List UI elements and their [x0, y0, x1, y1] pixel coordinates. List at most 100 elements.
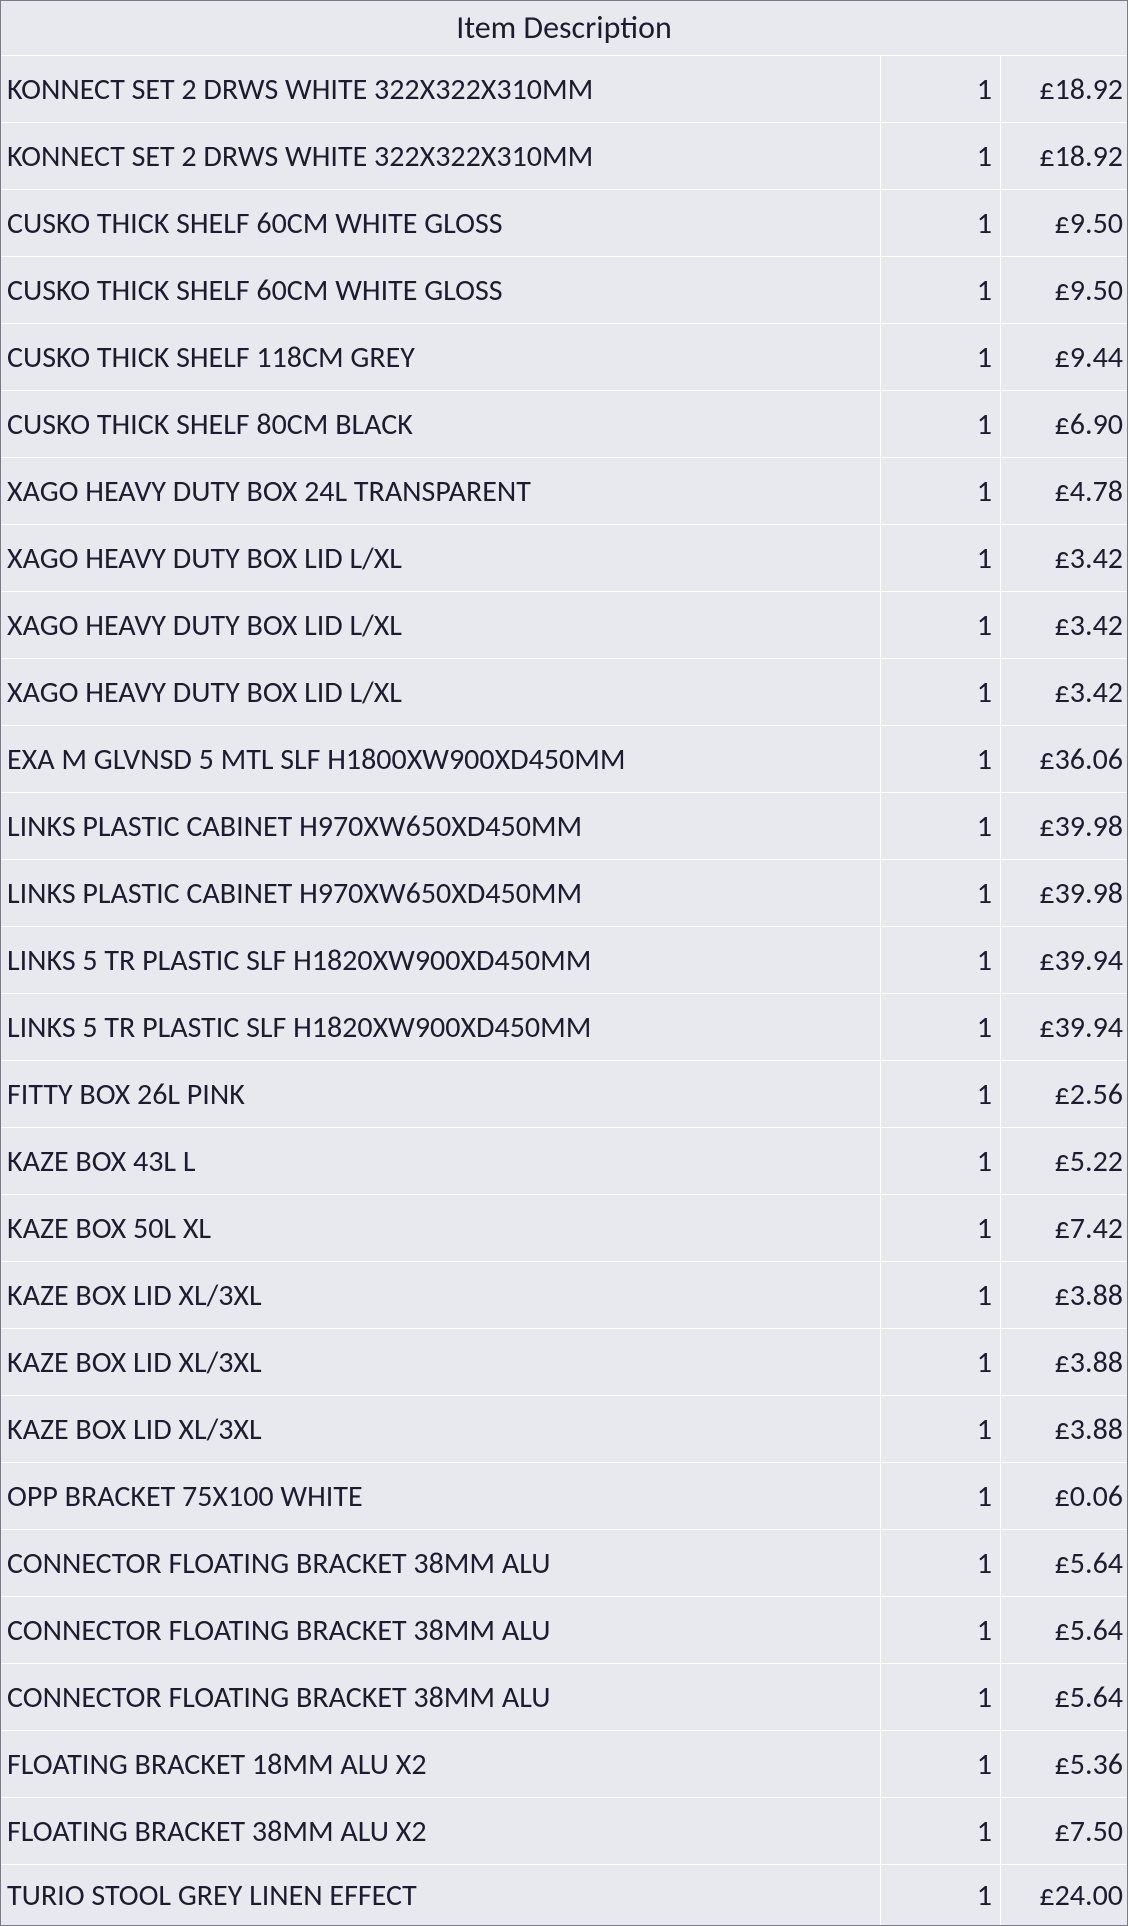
- cell-quantity: 1: [881, 1865, 1001, 1925]
- cell-price: £7.50: [1001, 1798, 1127, 1864]
- cell-price: £3.88: [1001, 1329, 1127, 1395]
- cell-description: CUSKO THICK SHELF 80CM BLACK: [1, 391, 881, 457]
- cell-description: CUSKO THICK SHELF 118CM GREY: [1, 324, 881, 390]
- cell-price: £36.06: [1001, 726, 1127, 792]
- table-row: KAZE BOX LID XL/3XL1£3.88: [1, 1329, 1127, 1396]
- cell-description: XAGO HEAVY DUTY BOX LID L/XL: [1, 525, 881, 591]
- cell-quantity: 1: [881, 1530, 1001, 1596]
- table-row: CUSKO THICK SHELF 80CM BLACK1£6.90: [1, 391, 1127, 458]
- cell-price: £39.98: [1001, 860, 1127, 926]
- cell-quantity: 1: [881, 525, 1001, 591]
- cell-price: £0.06: [1001, 1463, 1127, 1529]
- cell-description: CONNECTOR FLOATING BRACKET 38MM ALU: [1, 1530, 881, 1596]
- cell-quantity: 1: [881, 659, 1001, 725]
- cell-price: £3.88: [1001, 1396, 1127, 1462]
- cell-quantity: 1: [881, 1195, 1001, 1261]
- cell-quantity: 1: [881, 1128, 1001, 1194]
- table-row: FITTY BOX 26L PINK1£2.56: [1, 1061, 1127, 1128]
- table-row: FLOATING BRACKET 18MM ALU X21£5.36: [1, 1731, 1127, 1798]
- table-row: KAZE BOX LID XL/3XL1£3.88: [1, 1262, 1127, 1329]
- cell-price: £39.98: [1001, 793, 1127, 859]
- cell-description: CUSKO THICK SHELF 60CM WHITE GLOSS: [1, 257, 881, 323]
- cell-price: £39.94: [1001, 994, 1127, 1060]
- cell-quantity: 1: [881, 927, 1001, 993]
- cell-quantity: 1: [881, 1798, 1001, 1864]
- table-row: FLOATING BRACKET 38MM ALU X21£7.50: [1, 1798, 1127, 1865]
- table-row: XAGO HEAVY DUTY BOX 24L TRANSPARENT1£4.7…: [1, 458, 1127, 525]
- table-row: KAZE BOX LID XL/3XL1£3.88: [1, 1396, 1127, 1463]
- cell-description: LINKS PLASTIC CABINET H970XW650XD450MM: [1, 793, 881, 859]
- cell-price: £39.94: [1001, 927, 1127, 993]
- cell-description: KAZE BOX LID XL/3XL: [1, 1329, 881, 1395]
- cell-price: £7.42: [1001, 1195, 1127, 1261]
- table-header: Item Description: [1, 1, 1127, 56]
- cell-description: CUSKO THICK SHELF 60CM WHITE GLOSS: [1, 190, 881, 256]
- cell-price: £5.64: [1001, 1597, 1127, 1663]
- cell-price: £4.78: [1001, 458, 1127, 524]
- cell-quantity: 1: [881, 1597, 1001, 1663]
- cell-description: XAGO HEAVY DUTY BOX LID L/XL: [1, 592, 881, 658]
- table-row: LINKS 5 TR PLASTIC SLF H1820XW900XD450MM…: [1, 927, 1127, 994]
- cell-quantity: 1: [881, 190, 1001, 256]
- cell-description: KAZE BOX LID XL/3XL: [1, 1262, 881, 1328]
- table-row: XAGO HEAVY DUTY BOX LID L/XL1£3.42: [1, 659, 1127, 726]
- cell-quantity: 1: [881, 1463, 1001, 1529]
- cell-description: LINKS 5 TR PLASTIC SLF H1820XW900XD450MM: [1, 927, 881, 993]
- table-row: XAGO HEAVY DUTY BOX LID L/XL1£3.42: [1, 525, 1127, 592]
- table-row: TURIO STOOL GREY LINEN EFFECT1£24.00: [1, 1865, 1127, 1925]
- cell-price: £6.90: [1001, 391, 1127, 457]
- cell-price: £9.50: [1001, 190, 1127, 256]
- cell-description: KONNECT SET 2 DRWS WHITE 322X322X310MM: [1, 123, 881, 189]
- table-row: CUSKO THICK SHELF 60CM WHITE GLOSS1£9.50: [1, 257, 1127, 324]
- cell-quantity: 1: [881, 391, 1001, 457]
- cell-description: OPP BRACKET 75X100 WHITE: [1, 1463, 881, 1529]
- cell-description: LINKS 5 TR PLASTIC SLF H1820XW900XD450MM: [1, 994, 881, 1060]
- cell-quantity: 1: [881, 726, 1001, 792]
- table-row: CONNECTOR FLOATING BRACKET 38MM ALU1£5.6…: [1, 1664, 1127, 1731]
- cell-quantity: 1: [881, 56, 1001, 122]
- item-table: Item Description KONNECT SET 2 DRWS WHIT…: [0, 0, 1128, 1926]
- cell-description: XAGO HEAVY DUTY BOX 24L TRANSPARENT: [1, 458, 881, 524]
- cell-price: £5.36: [1001, 1731, 1127, 1797]
- cell-quantity: 1: [881, 324, 1001, 390]
- table-row: EXA M GLVNSD 5 MTL SLF H1800XW900XD450MM…: [1, 726, 1127, 793]
- table-row: CUSKO THICK SHELF 60CM WHITE GLOSS1£9.50: [1, 190, 1127, 257]
- cell-quantity: 1: [881, 123, 1001, 189]
- table-row: LINKS PLASTIC CABINET H970XW650XD450MM1£…: [1, 793, 1127, 860]
- cell-price: £5.64: [1001, 1530, 1127, 1596]
- cell-quantity: 1: [881, 793, 1001, 859]
- cell-description: FLOATING BRACKET 18MM ALU X2: [1, 1731, 881, 1797]
- cell-quantity: 1: [881, 592, 1001, 658]
- cell-price: £9.44: [1001, 324, 1127, 390]
- cell-description: XAGO HEAVY DUTY BOX LID L/XL: [1, 659, 881, 725]
- table-row: KONNECT SET 2 DRWS WHITE 322X322X310MM1£…: [1, 56, 1127, 123]
- cell-quantity: 1: [881, 1262, 1001, 1328]
- cell-price: £9.50: [1001, 257, 1127, 323]
- cell-description: CONNECTOR FLOATING BRACKET 38MM ALU: [1, 1664, 881, 1730]
- cell-quantity: 1: [881, 1664, 1001, 1730]
- cell-description: KAZE BOX 43L L: [1, 1128, 881, 1194]
- cell-description: LINKS PLASTIC CABINET H970XW650XD450MM: [1, 860, 881, 926]
- cell-quantity: 1: [881, 257, 1001, 323]
- cell-description: KONNECT SET 2 DRWS WHITE 322X322X310MM: [1, 56, 881, 122]
- cell-description: EXA M GLVNSD 5 MTL SLF H1800XW900XD450MM: [1, 726, 881, 792]
- cell-price: £3.42: [1001, 592, 1127, 658]
- cell-quantity: 1: [881, 994, 1001, 1060]
- cell-quantity: 1: [881, 1329, 1001, 1395]
- table-row: OPP BRACKET 75X100 WHITE1£0.06: [1, 1463, 1127, 1530]
- cell-description: FITTY BOX 26L PINK: [1, 1061, 881, 1127]
- cell-price: £5.64: [1001, 1664, 1127, 1730]
- table-row: LINKS PLASTIC CABINET H970XW650XD450MM1£…: [1, 860, 1127, 927]
- cell-quantity: 1: [881, 1731, 1001, 1797]
- table-row: CONNECTOR FLOATING BRACKET 38MM ALU1£5.6…: [1, 1597, 1127, 1664]
- cell-price: £2.56: [1001, 1061, 1127, 1127]
- cell-price: £3.42: [1001, 659, 1127, 725]
- cell-price: £18.92: [1001, 123, 1127, 189]
- cell-price: £18.92: [1001, 56, 1127, 122]
- cell-price: £3.88: [1001, 1262, 1127, 1328]
- table-row: CONNECTOR FLOATING BRACKET 38MM ALU1£5.6…: [1, 1530, 1127, 1597]
- cell-description: TURIO STOOL GREY LINEN EFFECT: [1, 1865, 881, 1925]
- cell-description: KAZE BOX LID XL/3XL: [1, 1396, 881, 1462]
- cell-quantity: 1: [881, 1061, 1001, 1127]
- cell-description: CONNECTOR FLOATING BRACKET 38MM ALU: [1, 1597, 881, 1663]
